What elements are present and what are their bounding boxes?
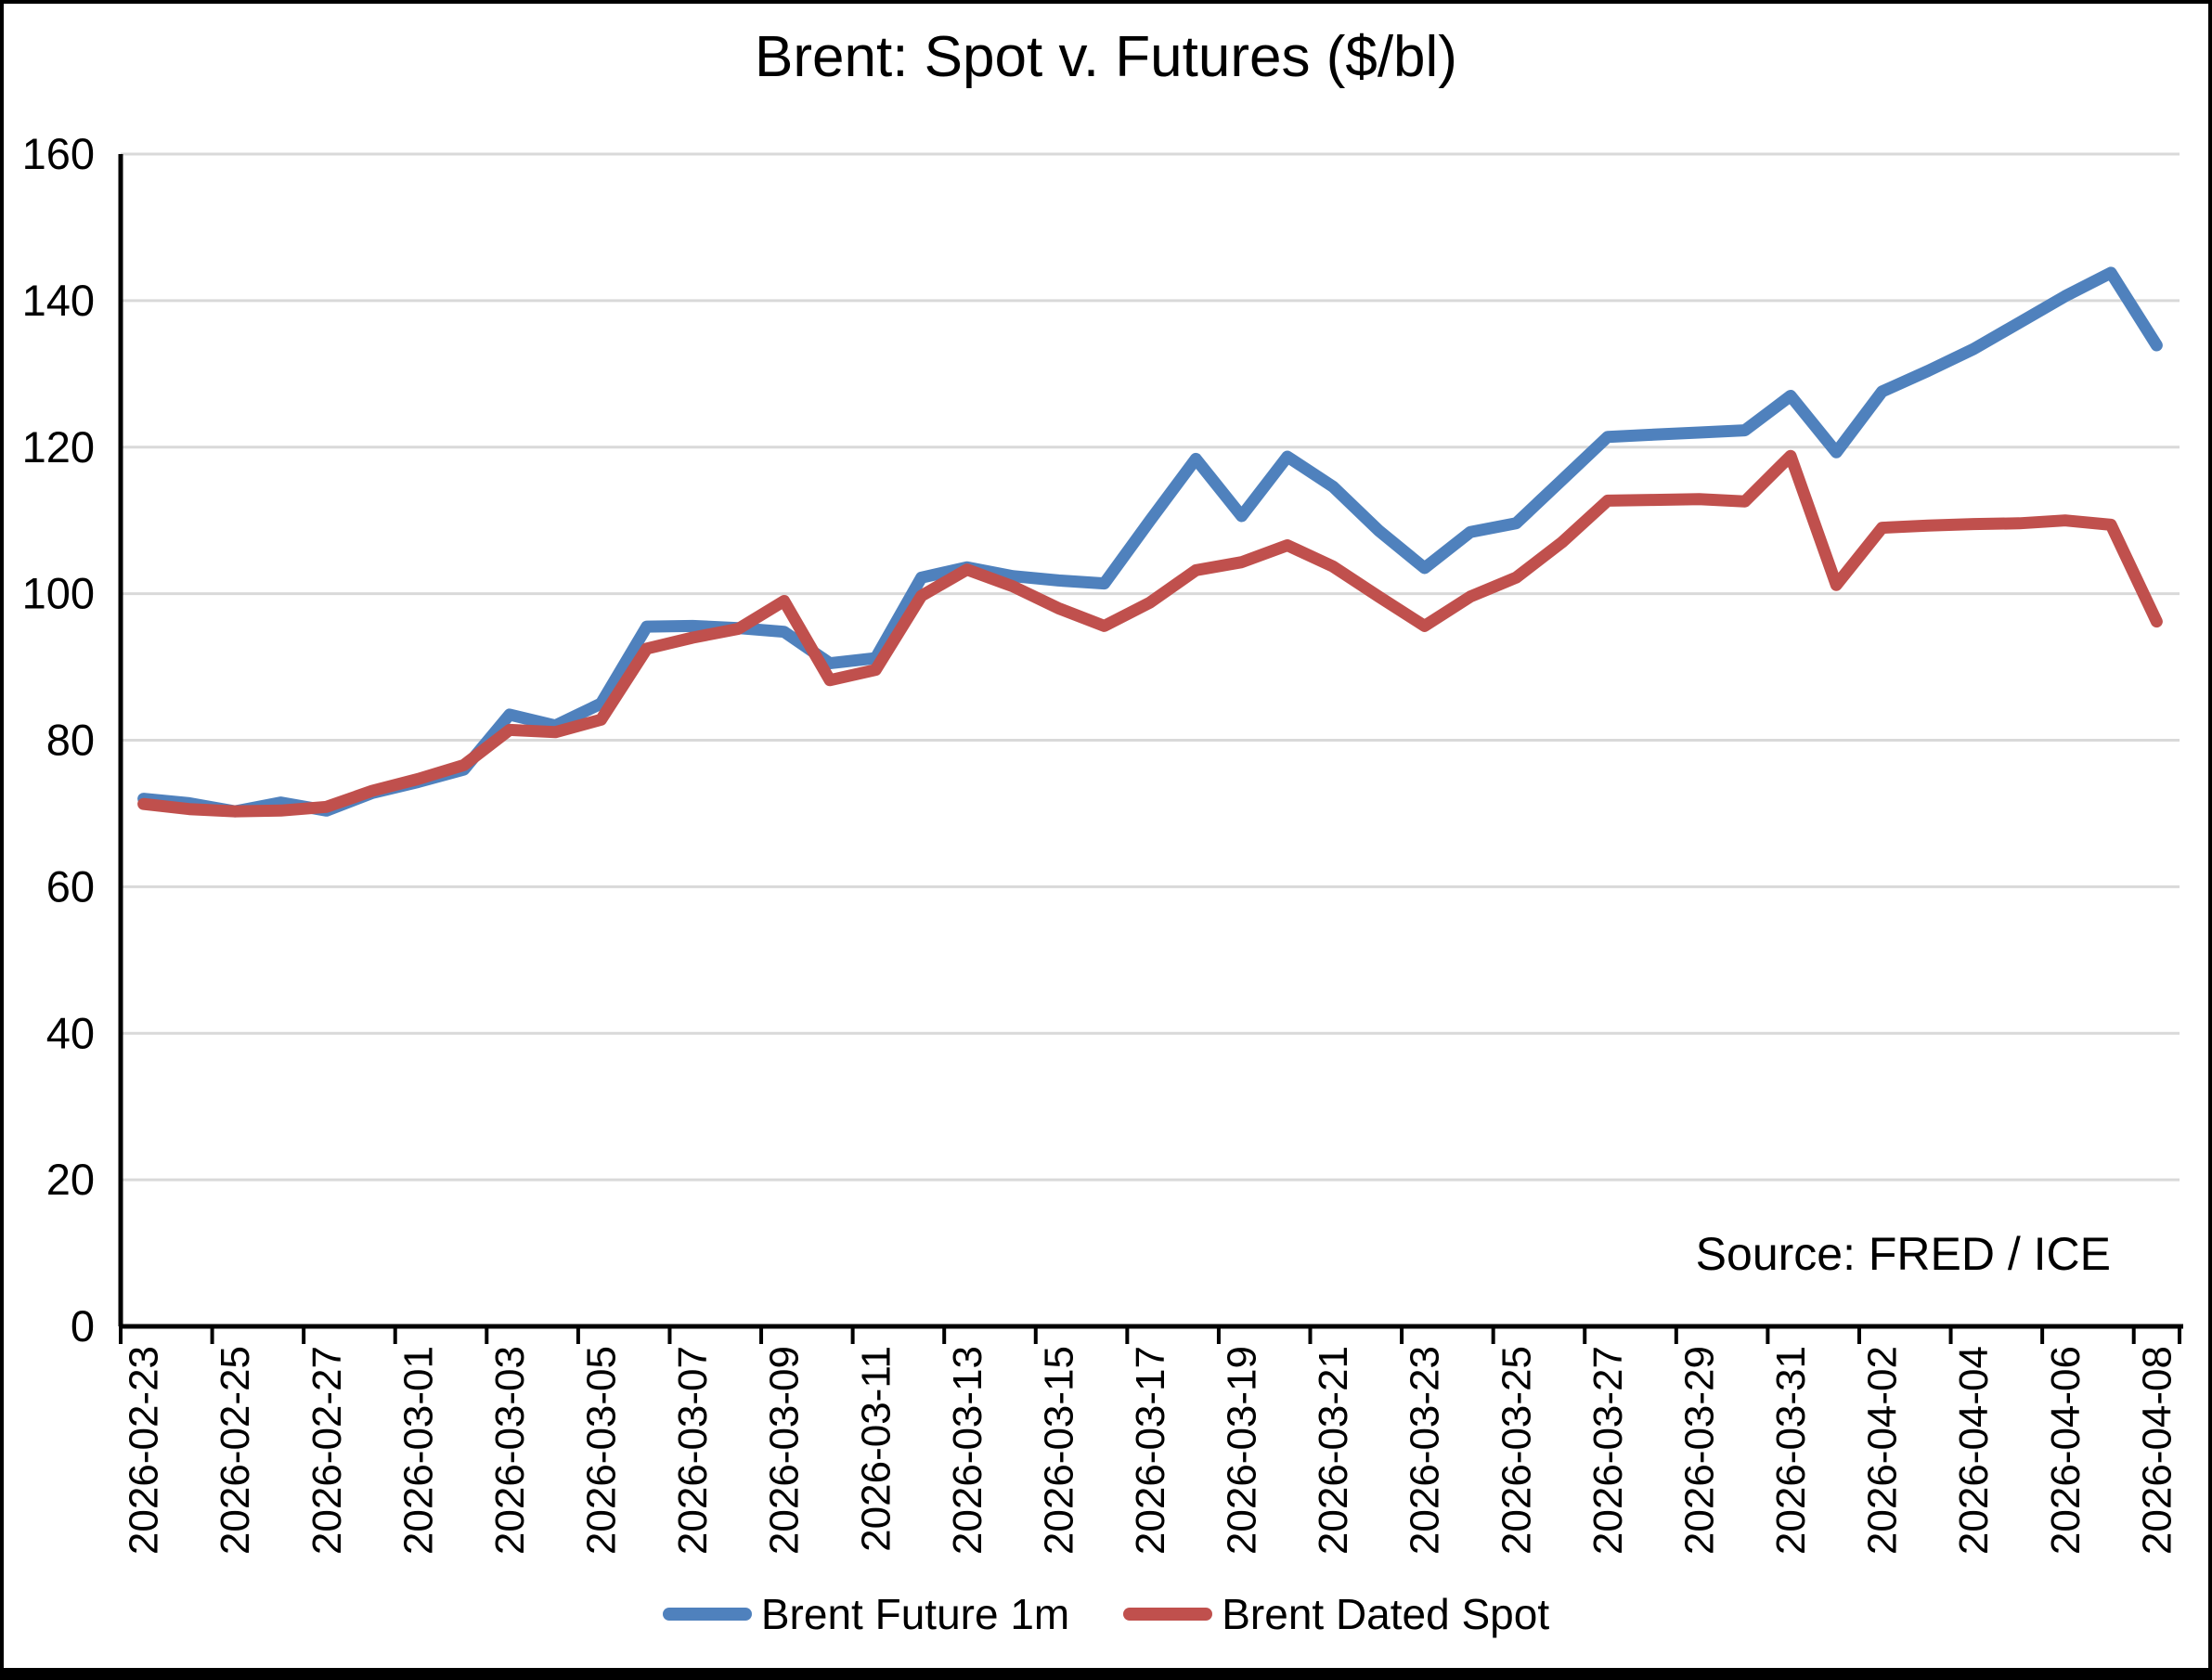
x-axis-tick-label: 2026-03-01: [395, 1346, 441, 1555]
x-axis-tick-label: 2026-03-13: [945, 1346, 990, 1555]
y-axis-tick-label: 160: [22, 129, 95, 178]
x-axis-tick-label: 2026-03-15: [1036, 1346, 1081, 1555]
x-axis-tick-label: 2026-03-07: [670, 1346, 716, 1555]
x-axis-tick-label: 2026-04-08: [2134, 1346, 2180, 1555]
x-axis-tick-label: 2026-03-29: [1676, 1346, 1722, 1555]
legend-item-brent-future: Brent Future 1m: [662, 1589, 1070, 1639]
x-axis-tick-label: 2026-02-25: [213, 1346, 258, 1555]
source-label: Source: FRED / ICE: [1695, 1228, 2111, 1280]
x-axis-tick-label: 2026-03-03: [487, 1346, 533, 1555]
x-axis-tick-label: 2026-03-05: [579, 1346, 625, 1555]
x-axis-tick-label: 2026-03-11: [853, 1346, 899, 1552]
x-axis-tick-label: 2026-03-09: [762, 1346, 808, 1555]
x-axis-tick-label: 2026-04-06: [2043, 1346, 2089, 1555]
y-axis-tick-label: 80: [46, 716, 95, 765]
y-axis-tick-label: 20: [46, 1155, 95, 1204]
y-axis-tick-label: 60: [46, 861, 95, 911]
y-axis-tick-label: 120: [22, 422, 95, 472]
x-axis-tick-label: 2026-03-19: [1220, 1346, 1265, 1555]
y-axis-tick-label: 140: [22, 276, 95, 325]
legend-label: Brent Dated Spot: [1222, 1590, 1550, 1638]
x-axis-tick-label: 2026-03-23: [1403, 1346, 1448, 1555]
chart-title: Brent: Spot v. Futures ($/bl): [755, 25, 1457, 89]
series-swatch-icon: [662, 1608, 752, 1621]
series-line-brent-future-1m: [137, 266, 2163, 818]
x-axis-tick-label: 2026-02-23: [122, 1346, 167, 1555]
legend: Brent Future 1m Brent Dated Spot: [0, 1589, 2212, 1639]
x-axis-tick-label: 2026-02-27: [304, 1346, 350, 1555]
x-axis-tick-label: 2026-03-31: [1768, 1346, 1814, 1555]
x-axis-tick-label: 2026-04-02: [1860, 1346, 1906, 1555]
y-axis-tick-label: 100: [22, 569, 95, 618]
legend-label: Brent Future 1m: [760, 1590, 1070, 1638]
y-axis-tick-label: 0: [71, 1301, 95, 1350]
x-axis-tick-label: 2026-03-25: [1494, 1346, 1539, 1555]
y-axis-tick-label: 40: [46, 1008, 95, 1057]
series-line-brent-dated-spot: [137, 449, 2163, 818]
x-axis-tick-label: 2026-04-04: [1951, 1346, 1997, 1555]
legend-item-brent-dated-spot: Brent Dated Spot: [1123, 1589, 1549, 1639]
x-axis-tick-label: 2026-03-17: [1128, 1346, 1173, 1555]
x-axis-tick-label: 2026-03-21: [1311, 1346, 1356, 1555]
x-axis-tick-label: 2026-03-27: [1585, 1346, 1631, 1555]
series-swatch-icon: [1123, 1608, 1213, 1621]
